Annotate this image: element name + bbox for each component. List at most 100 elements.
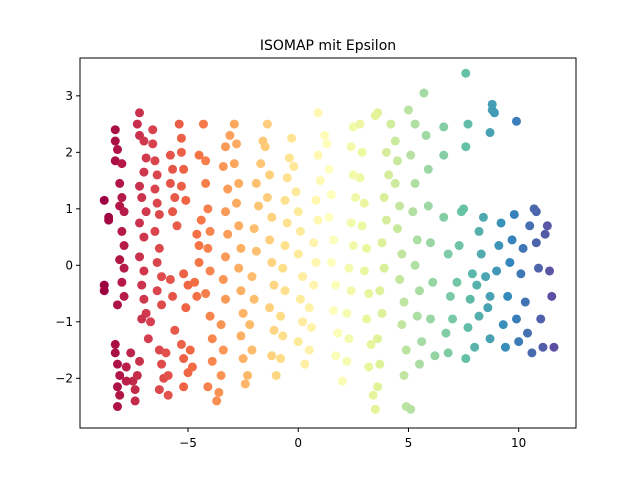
data-point xyxy=(194,241,204,251)
data-point xyxy=(260,142,270,152)
data-point xyxy=(135,252,145,262)
y-tick-label: 0 xyxy=(65,258,73,272)
data-point xyxy=(181,303,191,313)
data-point xyxy=(203,243,213,253)
data-point xyxy=(168,207,178,217)
data-point xyxy=(104,215,114,225)
data-point xyxy=(254,201,264,211)
data-point xyxy=(359,198,369,208)
data-point xyxy=(337,376,347,386)
data-point xyxy=(359,266,369,276)
data-point xyxy=(265,303,275,313)
data-point xyxy=(121,362,131,372)
data-point xyxy=(157,359,167,369)
data-point xyxy=(419,88,429,98)
data-point xyxy=(344,263,354,273)
data-point xyxy=(234,263,244,273)
data-point xyxy=(395,201,405,211)
data-point xyxy=(146,317,156,327)
data-point xyxy=(417,337,427,347)
data-point xyxy=(346,218,356,228)
data-point xyxy=(304,345,314,355)
data-point xyxy=(238,308,248,318)
data-point xyxy=(161,348,171,358)
y-tick-label: 1 xyxy=(65,202,73,216)
data-point xyxy=(306,322,316,332)
data-point xyxy=(443,249,453,259)
data-point xyxy=(220,142,230,152)
data-point xyxy=(154,385,164,395)
data-point xyxy=(229,119,239,129)
data-point xyxy=(443,348,453,358)
data-point xyxy=(362,243,372,253)
data-point xyxy=(135,218,145,228)
data-point xyxy=(115,178,125,188)
data-point xyxy=(119,241,129,251)
y-axis: −2 −1 0 1 2 3 xyxy=(55,89,80,385)
data-point xyxy=(326,190,336,200)
data-point xyxy=(236,331,246,341)
data-point xyxy=(157,300,167,310)
data-point xyxy=(476,249,486,259)
data-point xyxy=(492,266,502,276)
data-point xyxy=(311,195,321,205)
data-point xyxy=(137,314,147,324)
data-point xyxy=(289,161,299,171)
data-point xyxy=(121,376,131,386)
data-point xyxy=(152,170,162,180)
data-point xyxy=(392,156,402,166)
data-point xyxy=(165,178,175,188)
data-point xyxy=(547,291,557,301)
data-point xyxy=(110,339,120,349)
data-point xyxy=(207,356,217,366)
data-point xyxy=(525,221,535,231)
data-point xyxy=(414,286,424,296)
data-point xyxy=(238,354,248,364)
data-point xyxy=(309,280,319,290)
data-point xyxy=(115,370,125,380)
data-point xyxy=(256,159,266,169)
data-point xyxy=(298,317,308,327)
y-tick-label: 3 xyxy=(65,89,73,103)
data-point xyxy=(247,272,257,282)
data-point xyxy=(287,133,297,143)
data-point xyxy=(150,156,160,166)
data-point xyxy=(280,241,290,251)
data-point xyxy=(505,257,515,267)
data-point xyxy=(170,193,180,203)
data-point xyxy=(249,224,259,234)
data-point xyxy=(386,119,396,129)
data-point xyxy=(459,204,469,214)
data-point xyxy=(357,147,367,157)
data-point xyxy=(141,207,151,217)
data-point xyxy=(518,243,528,253)
data-point xyxy=(112,145,122,155)
plot-frame xyxy=(79,57,577,429)
data-point xyxy=(196,215,206,225)
data-point xyxy=(474,226,484,236)
data-point xyxy=(157,272,167,282)
data-point xyxy=(439,212,449,222)
data-point xyxy=(269,325,279,335)
data-point xyxy=(139,232,149,242)
data-point xyxy=(115,255,125,265)
data-point xyxy=(346,286,356,296)
data-point xyxy=(135,108,145,118)
data-point xyxy=(498,320,508,330)
data-point xyxy=(117,277,127,287)
data-point xyxy=(110,136,120,146)
x-tick-label: 5 xyxy=(405,436,413,450)
data-point xyxy=(249,294,259,304)
data-point xyxy=(119,263,129,273)
x-tick-label: 10 xyxy=(511,436,526,450)
data-point xyxy=(326,257,336,267)
data-point xyxy=(370,111,380,121)
data-point xyxy=(474,311,484,321)
data-point xyxy=(348,241,358,251)
data-point xyxy=(421,130,431,140)
data-point xyxy=(176,147,186,157)
data-point xyxy=(163,390,173,400)
data-point xyxy=(232,198,242,208)
data-point xyxy=(313,108,323,118)
data-point xyxy=(176,181,186,191)
